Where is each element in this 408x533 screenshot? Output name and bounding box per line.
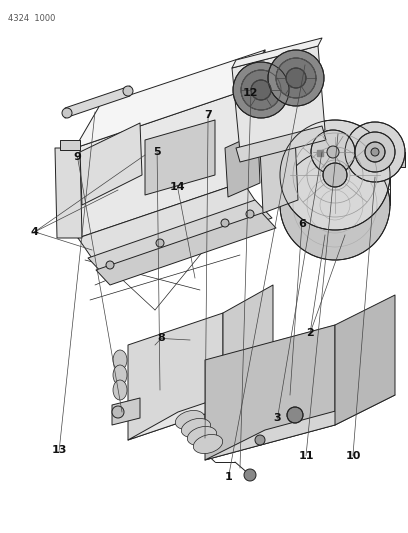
Circle shape: [156, 239, 164, 247]
Circle shape: [286, 68, 306, 88]
Polygon shape: [55, 148, 82, 238]
Polygon shape: [223, 285, 273, 408]
Text: 11: 11: [298, 451, 314, 461]
Polygon shape: [75, 92, 243, 238]
Circle shape: [112, 406, 124, 418]
Circle shape: [280, 150, 390, 260]
Circle shape: [62, 108, 72, 118]
Text: 3: 3: [274, 414, 281, 423]
Text: 5: 5: [153, 147, 161, 157]
Polygon shape: [205, 395, 395, 460]
Text: 12: 12: [243, 88, 259, 98]
Ellipse shape: [113, 380, 127, 400]
Circle shape: [244, 469, 256, 481]
Circle shape: [355, 132, 395, 172]
Circle shape: [276, 58, 316, 98]
Circle shape: [241, 70, 281, 110]
Polygon shape: [232, 46, 325, 152]
Ellipse shape: [181, 418, 211, 438]
Circle shape: [221, 219, 229, 227]
Circle shape: [106, 261, 114, 269]
Polygon shape: [232, 38, 322, 68]
Circle shape: [345, 122, 405, 182]
Text: 7: 7: [204, 110, 212, 119]
Text: 4324  1000: 4324 1000: [8, 14, 55, 23]
Polygon shape: [236, 126, 326, 162]
Polygon shape: [205, 325, 335, 460]
Text: 13: 13: [51, 446, 67, 455]
Polygon shape: [128, 313, 223, 440]
Ellipse shape: [187, 426, 217, 446]
Polygon shape: [240, 50, 265, 182]
Polygon shape: [60, 140, 80, 150]
Polygon shape: [260, 135, 298, 213]
Circle shape: [123, 86, 133, 96]
Circle shape: [287, 407, 303, 423]
Polygon shape: [65, 86, 130, 118]
Circle shape: [251, 80, 271, 100]
Circle shape: [280, 120, 390, 230]
Polygon shape: [225, 133, 260, 197]
Text: 4: 4: [31, 227, 39, 237]
Polygon shape: [112, 398, 140, 425]
Text: 6: 6: [298, 219, 306, 229]
Ellipse shape: [193, 434, 223, 454]
Circle shape: [268, 50, 324, 106]
Polygon shape: [96, 213, 276, 285]
Polygon shape: [88, 200, 272, 276]
Polygon shape: [80, 123, 142, 205]
Ellipse shape: [113, 365, 127, 385]
Polygon shape: [335, 295, 395, 425]
Circle shape: [233, 62, 289, 118]
Ellipse shape: [113, 350, 127, 370]
Circle shape: [323, 163, 347, 187]
Polygon shape: [75, 50, 265, 148]
Text: 9: 9: [73, 152, 82, 162]
Circle shape: [255, 435, 265, 445]
Text: 10: 10: [345, 451, 361, 461]
Text: 1: 1: [225, 472, 232, 482]
Text: 2: 2: [306, 328, 314, 338]
Text: 8: 8: [157, 334, 165, 343]
Circle shape: [246, 210, 254, 218]
Text: 14: 14: [170, 182, 185, 191]
Circle shape: [327, 146, 339, 158]
Polygon shape: [345, 152, 405, 167]
Circle shape: [311, 130, 355, 174]
Polygon shape: [145, 120, 215, 195]
Circle shape: [371, 148, 379, 156]
Polygon shape: [128, 380, 273, 440]
Ellipse shape: [175, 410, 205, 430]
Circle shape: [365, 142, 385, 162]
Polygon shape: [78, 182, 260, 264]
